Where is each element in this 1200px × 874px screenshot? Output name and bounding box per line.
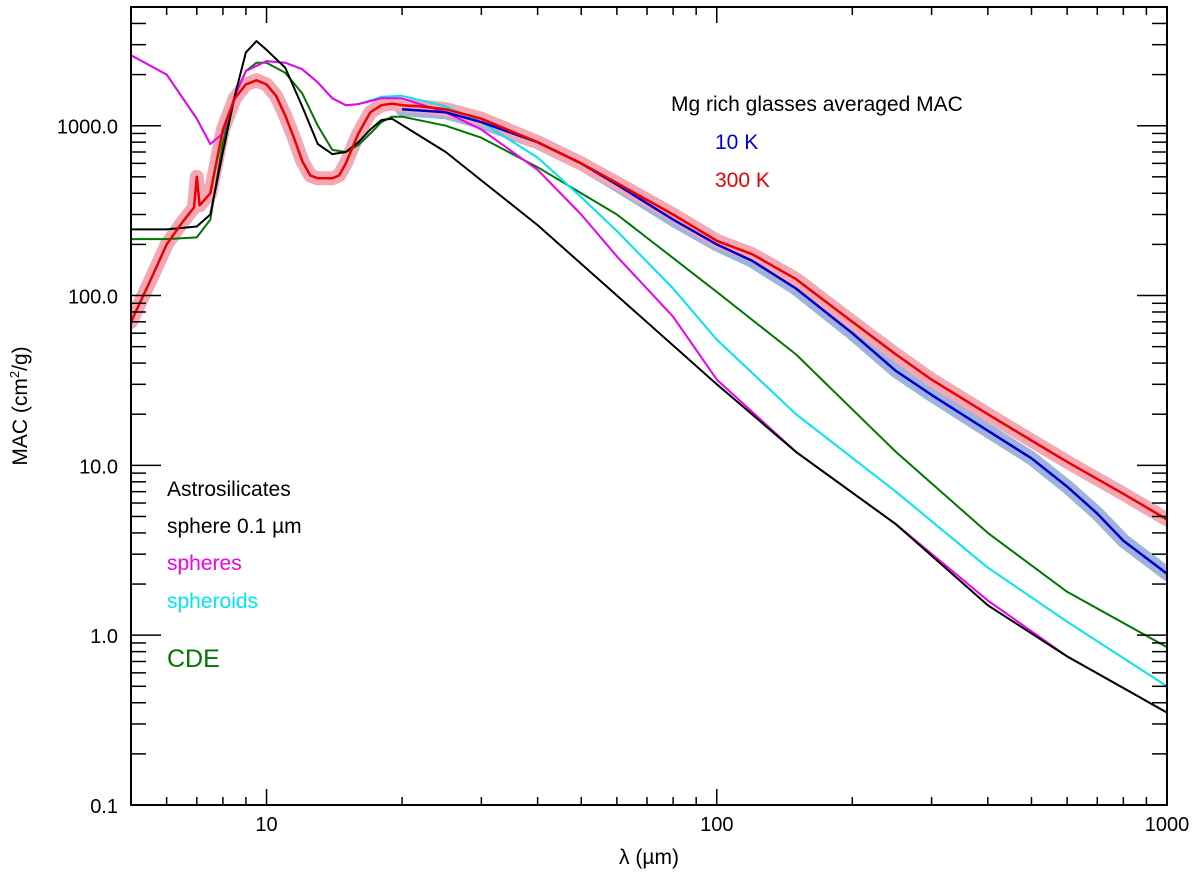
y-tick-label: 1000.0 xyxy=(57,117,118,139)
y-tick-label: 10.0 xyxy=(79,456,118,478)
tick-labels: 10 100 1000 0.1 1.0 10.0 100.0 1000.0 xyxy=(57,117,1189,836)
axis-ticks xyxy=(130,6,1168,806)
band-10-k xyxy=(395,102,1167,581)
series-line-spheroids xyxy=(131,54,1167,688)
legend-entry-spheres: spheres xyxy=(167,552,242,575)
legend-entry-10k: 10 K xyxy=(715,131,758,154)
series-line-300-k xyxy=(131,79,1167,521)
series-line-sphere-0-1-m xyxy=(131,40,1167,714)
series-line-cde xyxy=(131,61,1167,649)
legend-astro-title: Astrosilicates xyxy=(167,478,291,501)
y-tick-label: 0.1 xyxy=(90,796,118,818)
y-axis-label-superscript: 2 xyxy=(7,371,22,378)
legend-entry-spheroids: spheroids xyxy=(167,590,258,613)
y-axis-label-main: MAC (cm xyxy=(9,378,32,466)
legend-entry-cde: CDE xyxy=(167,645,220,673)
series-lines xyxy=(131,40,1167,714)
series-line-spheres xyxy=(131,54,1167,714)
y-tick-label: 1.0 xyxy=(90,626,118,648)
y-axis-label-tail: /g) xyxy=(9,346,32,371)
plot-frame xyxy=(130,6,1168,806)
legend-entry-sphere-0-1um: sphere 0.1 µm xyxy=(167,515,302,538)
y-axis-label: MAC (cm2/g) xyxy=(7,346,32,465)
x-tick-label: 100 xyxy=(700,814,733,836)
x-tick-label: 10 xyxy=(255,814,277,836)
legend-entry-300k: 300 K xyxy=(715,169,770,192)
x-axis-label: λ (µm) xyxy=(619,846,679,869)
x-tick-label: 1000 xyxy=(1145,814,1190,836)
series-line-10-k xyxy=(402,107,1167,575)
y-tick-label: 100.0 xyxy=(68,287,118,309)
legend-main-title: Mg rich glasses averaged MAC xyxy=(671,93,963,116)
